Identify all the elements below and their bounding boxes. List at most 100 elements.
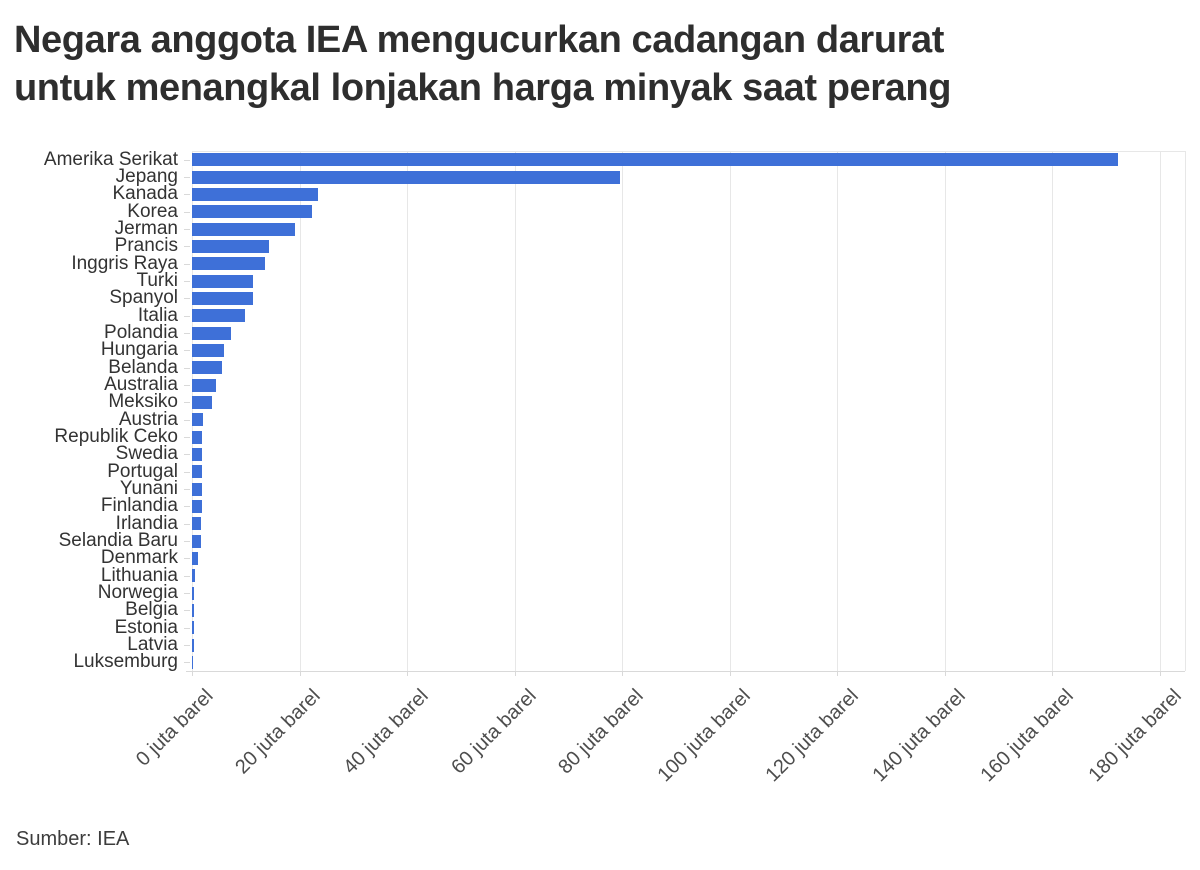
- y-axis-label: Kanada: [112, 183, 178, 205]
- y-axis-tick-mark: [184, 662, 190, 664]
- y-axis-tick-mark: [184, 229, 190, 230]
- x-axis-tick-mark: [729, 671, 731, 676]
- bar-turki: [192, 274, 254, 288]
- grid-line: [1159, 151, 1161, 671]
- y-axis-label: Yunani: [119, 478, 178, 499]
- chart-title: Negara anggota IEA mengucurkan cadangan …: [14, 16, 1189, 112]
- x-axis-tick-mark: [837, 671, 839, 676]
- y-axis-label: Latvia: [127, 634, 178, 655]
- y-axis-label: Luksemburg: [73, 651, 178, 673]
- y-axis-tick-mark: [184, 246, 190, 248]
- x-axis-tick-label: 80 juta barel: [554, 685, 648, 779]
- bar-norwegia: [192, 586, 194, 600]
- y-axis-tick-mark: [184, 471, 190, 473]
- y-axis-tick-mark: [184, 350, 190, 352]
- chart-title-line-2: untuk menangkal lonjakan harga minyak sa…: [14, 67, 952, 109]
- x-axis-tick-mark: [622, 671, 624, 676]
- x-axis-line: [186, 671, 1185, 672]
- x-axis-tick-mark: [1159, 671, 1161, 676]
- bar-swedia: [192, 447, 202, 461]
- bar-jepang: [192, 170, 620, 184]
- y-axis-label: Australia: [104, 374, 178, 395]
- y-axis-label: Hungaria: [100, 339, 178, 361]
- x-axis-tick-mark: [192, 671, 193, 676]
- bar-irlandia: [192, 517, 202, 531]
- bar-kanada: [192, 187, 318, 201]
- y-axis-tick-mark: [184, 211, 190, 213]
- y-axis-tick-mark: [184, 402, 190, 404]
- y-axis-label: Jerman: [114, 218, 178, 239]
- y-axis-tick-mark: [184, 298, 190, 300]
- bar-hungaria: [192, 343, 225, 357]
- y-axis-label: Prancis: [114, 235, 178, 257]
- y-axis-tick-mark: [184, 489, 190, 490]
- y-axis-tick-mark: [184, 627, 190, 629]
- grid-line: [729, 151, 731, 671]
- x-axis-tick-mark: [1052, 671, 1054, 676]
- y-axis-label: Lithuania: [100, 564, 178, 586]
- y-axis-label: Irlandia: [115, 512, 178, 534]
- x-axis-tick-label: 40 juta barel: [339, 685, 433, 779]
- bar-austria: [192, 413, 204, 427]
- y-axis-label: Belanda: [108, 356, 178, 378]
- bar-spanyol: [192, 291, 254, 305]
- y-axis-tick-mark: [184, 454, 190, 456]
- x-axis-tick-label: 100 juta barel: [653, 685, 756, 787]
- y-axis-label: Selandia Baru: [58, 530, 178, 551]
- grid-line: [622, 151, 624, 671]
- bar-australia: [192, 378, 217, 392]
- bar-selandia-baru: [192, 534, 202, 548]
- y-axis-tick-mark: [184, 645, 190, 646]
- x-axis-tick-label: 160 juta barel: [976, 685, 1078, 787]
- bar-polandia: [192, 326, 232, 340]
- chart-title-line-1: Negara anggota IEA mengucurkan cadangan …: [14, 19, 945, 61]
- y-axis-label: Republik Ceko: [54, 426, 178, 447]
- bar-yunani: [192, 482, 202, 496]
- y-axis-tick-mark: [184, 593, 190, 594]
- bar-jerman: [192, 222, 296, 236]
- x-axis-tick-label: 120 juta barel: [761, 685, 863, 787]
- y-axis-tick-mark: [184, 610, 190, 612]
- y-axis-tick-mark: [184, 315, 190, 317]
- y-axis-label: Turki: [136, 270, 178, 291]
- y-axis-tick-mark: [184, 506, 190, 508]
- grid-line: [514, 151, 516, 671]
- grid-line: [837, 151, 839, 671]
- y-axis-tick-mark: [184, 558, 190, 560]
- y-axis-tick-mark: [184, 281, 190, 282]
- y-axis-tick-mark: [184, 159, 190, 161]
- grid-line: [407, 151, 409, 671]
- bar-estonia: [192, 621, 194, 635]
- bar-inggris-raya: [192, 257, 266, 271]
- x-axis-tick-label: 60 juta barel: [446, 685, 541, 779]
- bar-lithuania: [192, 569, 196, 583]
- y-axis-label: Korea: [127, 200, 178, 222]
- y-axis-tick-mark: [184, 177, 190, 178]
- x-axis-tick-mark: [299, 671, 301, 676]
- bar-portugal: [192, 465, 202, 479]
- y-axis-tick-mark: [184, 419, 190, 421]
- y-axis-tick-mark: [184, 194, 190, 196]
- y-axis-label: Italia: [137, 304, 178, 326]
- grid-line: [944, 151, 946, 671]
- x-axis-tick-label: 20 juta barel: [231, 685, 326, 779]
- x-axis-tick-label: 0 juta barel: [132, 685, 218, 771]
- y-axis-label: Meksiko: [108, 391, 178, 413]
- bar-meksiko: [192, 395, 212, 409]
- y-axis-label: Finlandia: [100, 495, 178, 517]
- bar-denmark: [192, 551, 199, 565]
- x-axis-tick-label: 180 juta barel: [1084, 685, 1186, 787]
- plot-top-border: [192, 151, 1185, 152]
- y-axis-tick-mark: [184, 575, 190, 577]
- plot-right-border: [1185, 151, 1186, 671]
- y-axis-label: Amerika Serikat: [43, 148, 178, 170]
- y-axis-label: Spanyol: [109, 287, 178, 309]
- x-axis-tick-mark: [944, 671, 946, 676]
- bar-italia: [192, 309, 246, 323]
- y-axis-tick-mark: [184, 263, 190, 265]
- y-axis-tick-mark: [184, 385, 190, 386]
- y-axis-label: Swedia: [115, 443, 178, 465]
- bar-korea: [192, 205, 312, 219]
- y-axis-tick-mark: [184, 541, 190, 542]
